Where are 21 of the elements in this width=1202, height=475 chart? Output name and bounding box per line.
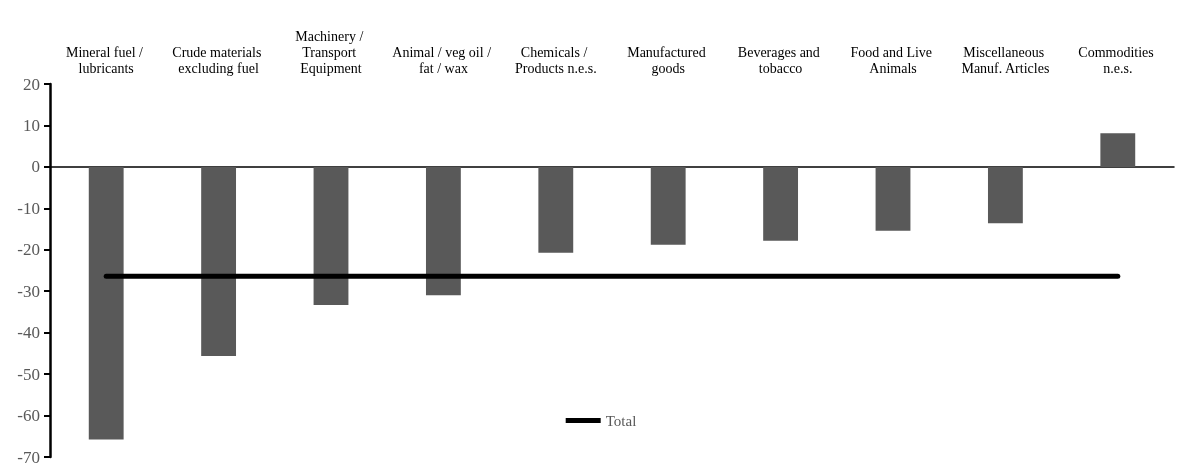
x-tick-label: Chemicals / Products n.e.s.: [514, 44, 597, 76]
y-tick-label: -10: [17, 198, 40, 218]
y-tick-label: -20: [17, 240, 40, 260]
x-tick-label: Manufactured goods: [627, 44, 710, 76]
x-tick-label: Animal / veg oil / fat / wax: [392, 44, 495, 76]
legend-label: Total: [605, 412, 637, 429]
x-tick-label: Food and Live Animals: [850, 44, 936, 76]
y-tick-label: 20: [23, 74, 40, 94]
x-tick-label: Commodities n.e.s.: [1078, 44, 1158, 76]
x-tick-label: Miscellaneous Manuf. Articles: [961, 44, 1050, 76]
x-tick-label: Crude materials excluding fuel: [172, 44, 265, 76]
y-tick-label: -60: [17, 406, 40, 426]
y-tick-label: -50: [17, 364, 40, 384]
y-tick-label: 10: [23, 115, 40, 135]
x-tick-label: Beverages and tobacco: [737, 44, 824, 76]
y-tick-label: -30: [17, 281, 40, 301]
x-tick-label: Machinery / Transport Equipment: [295, 28, 367, 76]
y-tick-label: -70: [17, 447, 40, 467]
y-tick-label: 0: [31, 157, 40, 177]
y-tick-label: -40: [17, 323, 40, 343]
x-tick-label: Mineral fuel / lubricants: [65, 44, 147, 76]
